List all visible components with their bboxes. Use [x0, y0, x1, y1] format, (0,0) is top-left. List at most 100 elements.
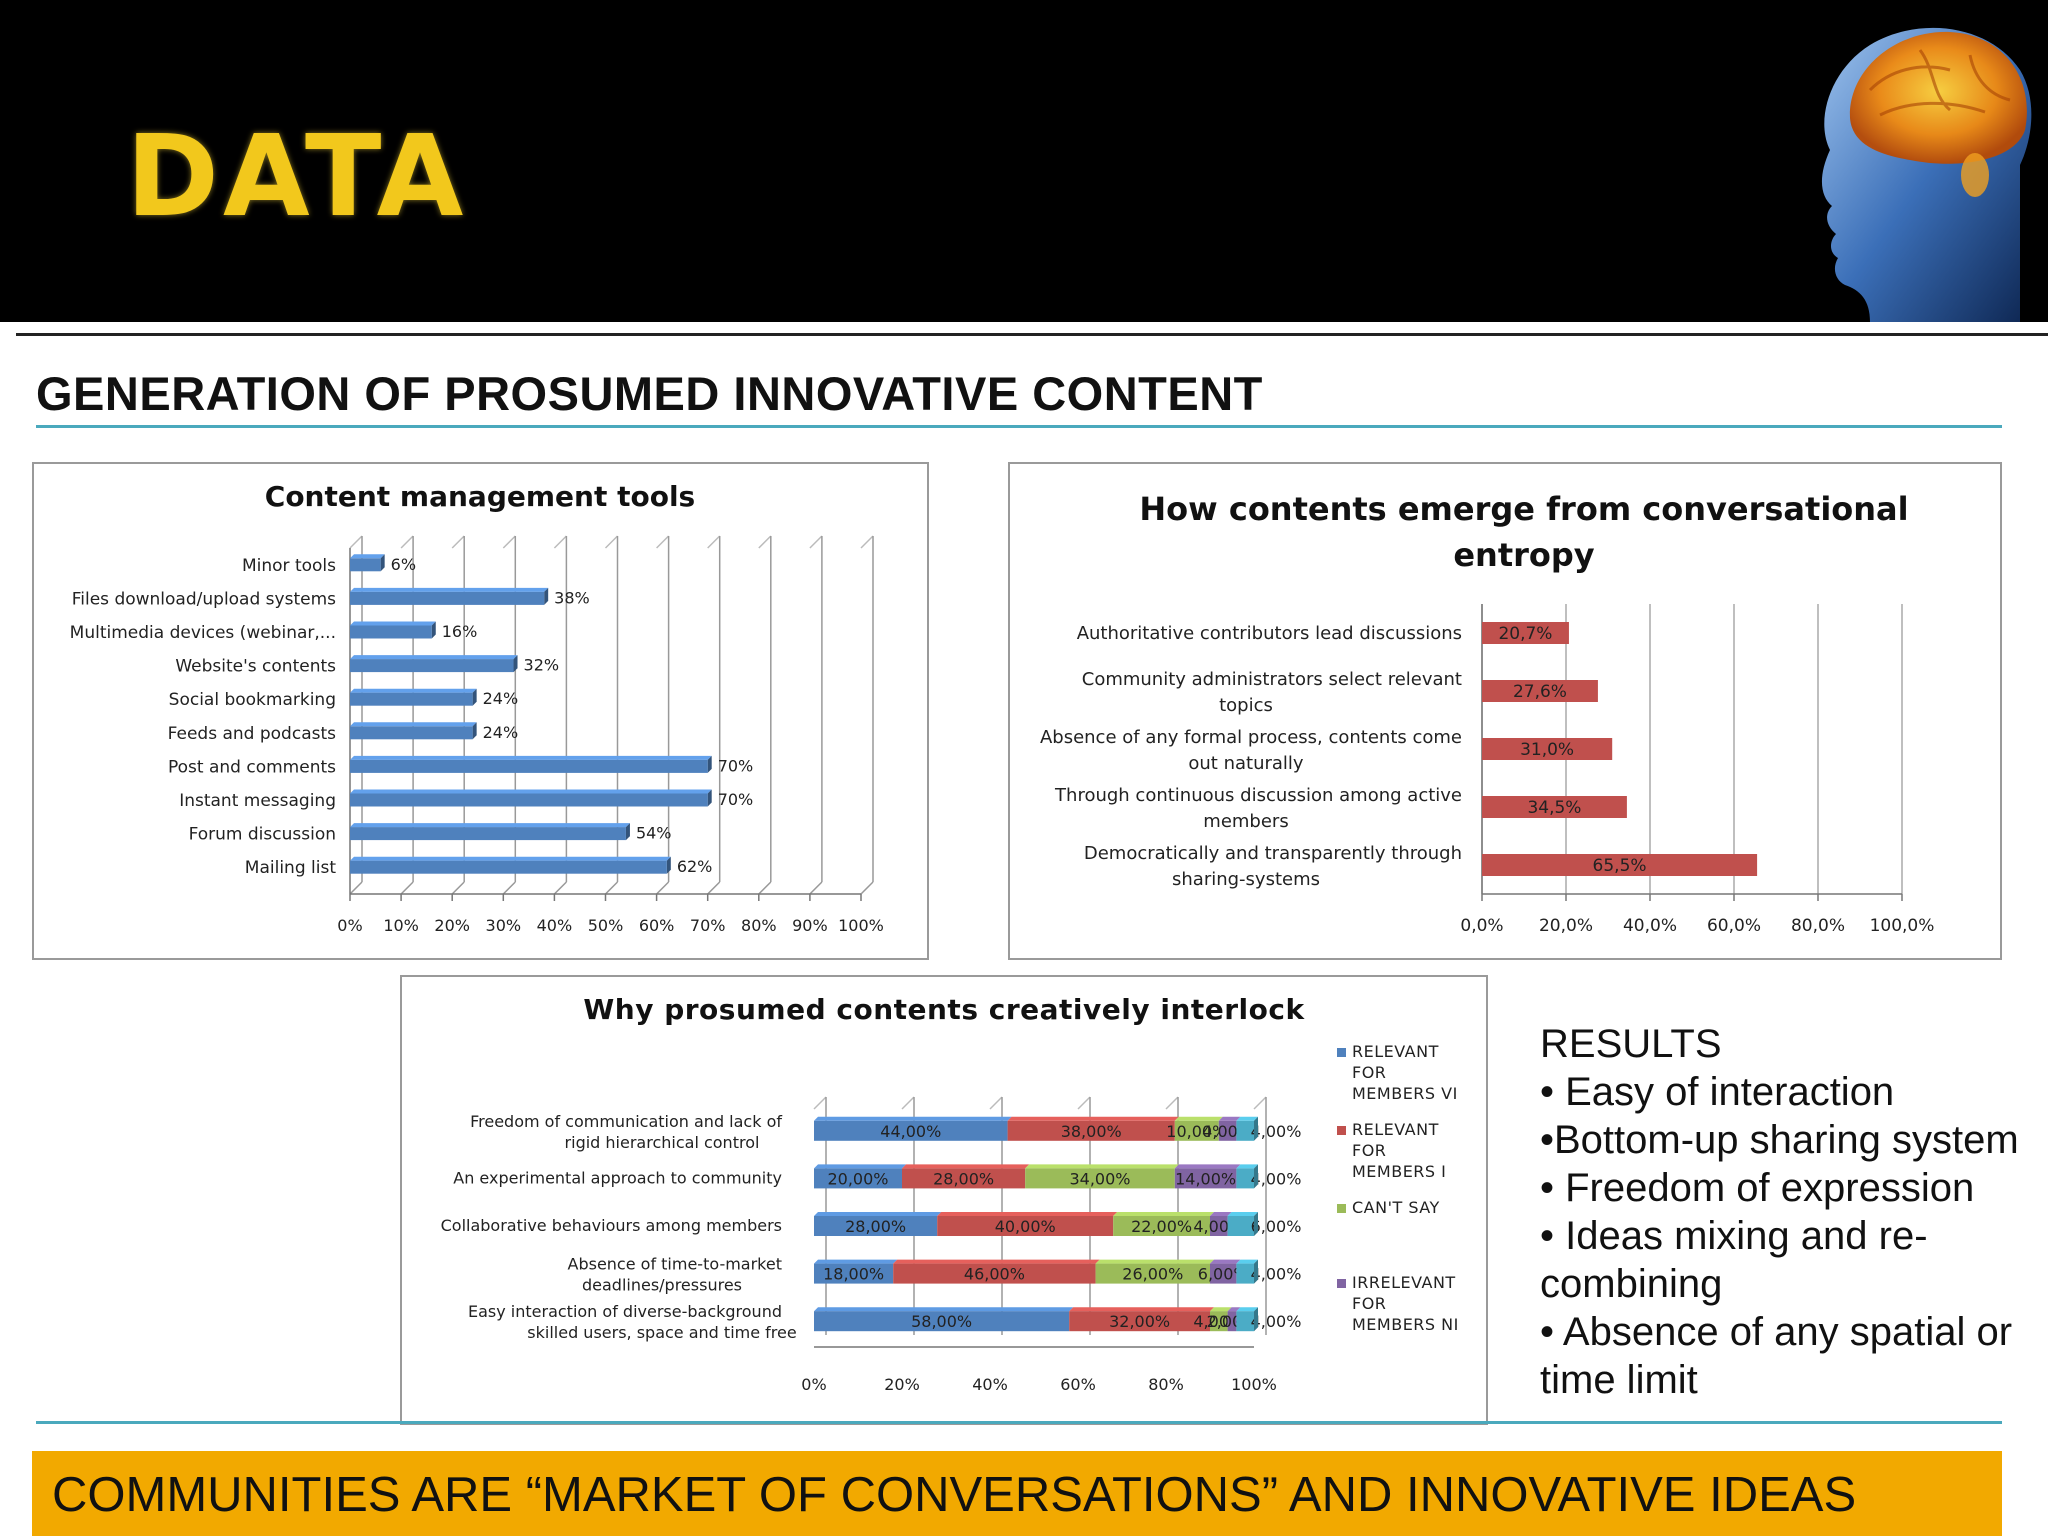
chart3-bar-segment: [1210, 1263, 1237, 1284]
chart3-legend-label: IRRELEVANT FOR MEMBERS NI: [1352, 1273, 1459, 1334]
chart3-segment-top: [893, 1259, 1100, 1264]
chart3-segment-top: [814, 1307, 1074, 1312]
chart3-bar-segment: [1095, 1263, 1210, 1284]
chart3-category-label: Collaborative behaviours among members: [441, 1216, 782, 1235]
chart3-category-label: Freedom of communication and lack of rigi…: [470, 1112, 782, 1152]
chart1-value-label: 54%: [636, 824, 672, 843]
chart1-bar-top: [350, 789, 712, 794]
chart3-bar-segment: [1174, 1168, 1237, 1189]
chart1-bar-side: [513, 655, 518, 673]
chart3-segment-label: 10,00%: [1166, 1122, 1227, 1141]
chart3-segment-label: 14,00%: [1175, 1169, 1236, 1188]
chart1-bar-top: [350, 823, 630, 828]
chart1-category-label: Minor tools: [242, 556, 336, 576]
chart3-legend-swatch: [1337, 1126, 1346, 1135]
chart3-segment-label: 32,00%: [1109, 1312, 1170, 1331]
chart3-segment-top: [1227, 1307, 1241, 1312]
chart1-category-label: Mailing list: [245, 858, 337, 878]
chart1-tick-label: 40%: [537, 916, 573, 935]
chart3-segment-top: [1174, 1116, 1223, 1121]
chart1-bar-side: [666, 856, 671, 874]
chart1-bar-top: [350, 554, 385, 559]
chart3-bar-segment: [814, 1216, 938, 1236]
chart3-bar-segment: [937, 1216, 1114, 1236]
chart1-bar: [350, 726, 473, 740]
chart3-bar-segment: [814, 1168, 902, 1189]
chart1-value-label: 16%: [442, 622, 478, 641]
chart3-bar-segment: [1210, 1216, 1228, 1236]
chart3-segment-label: 4,00%: [1251, 1312, 1302, 1331]
chart3-segment-top: [937, 1212, 1118, 1216]
chart3-segment-label: 4,00%: [1251, 1265, 1302, 1284]
chart3-bar-segment: [1227, 1311, 1237, 1332]
chart1-category-label: Files download/upload systems: [72, 589, 336, 609]
chart2-bar: [1482, 622, 1569, 644]
chart3-bar-segment: [1236, 1311, 1254, 1332]
chart1-gridline-floor: [604, 881, 619, 895]
chart1-gridline-depth: [553, 535, 567, 549]
chart3-legend-label: CAN'T SAY: [1352, 1198, 1440, 1217]
chart2-tick-label: 80,0%: [1791, 916, 1845, 936]
chart3-segment-top: [902, 1164, 1030, 1169]
chart1-gridline-depth: [860, 535, 874, 549]
chart1-bar: [350, 659, 514, 673]
chart1-bar-top: [350, 755, 712, 760]
chart3-bar-segment: [1174, 1120, 1219, 1141]
chart3-tick-label: 80%: [1148, 1375, 1184, 1394]
chart3-segment-top: [1236, 1116, 1258, 1121]
chart1-bar-top: [350, 621, 436, 626]
chart1-gridline-floor: [502, 881, 516, 895]
chart2-category-label: Democratically and transparently through…: [1084, 843, 1462, 890]
chart1-bar-side: [472, 688, 477, 706]
chart1-value-label: 70%: [718, 756, 754, 775]
chart3-segment-top: [1236, 1259, 1258, 1264]
chart1-tick-label: 90%: [792, 916, 828, 935]
results-item: • Ideas mixing and re-combining: [1540, 1214, 1928, 1306]
chart1-bar: [350, 759, 708, 773]
chart3-gridline-depth: [813, 1096, 827, 1110]
chart3-segment-label: 6,00%: [1198, 1265, 1249, 1284]
chart3-category-label: Absence of time-to-market deadlines/press…: [568, 1255, 783, 1295]
chart1-bar-top: [350, 587, 549, 592]
chart3-gridline-depth: [1253, 1096, 1267, 1110]
chart2-category-label: Absence of any formal process, contents …: [1040, 727, 1462, 774]
chart3-tick-label: 100%: [1231, 1375, 1277, 1394]
chart3-bar-segment: [1113, 1216, 1210, 1236]
chart1-gridline-floor: [656, 881, 670, 895]
chart3-segment-label: 26,00%: [1122, 1265, 1183, 1284]
chart3-bar-segment: [814, 1120, 1008, 1141]
chart1-value-label: 32%: [524, 656, 560, 675]
chart1-title: Content management tools: [265, 480, 695, 513]
chart1-category-label: Social bookmarking: [169, 690, 336, 710]
chart3-bar-segment: [902, 1168, 1026, 1189]
chart3-segment-top: [1174, 1164, 1241, 1169]
chart1-tick-label: 100%: [838, 916, 884, 935]
chart3-bar-segment: [1236, 1120, 1254, 1141]
chart1-bar: [350, 860, 667, 874]
chart3-segment-label: 46,00%: [964, 1265, 1025, 1284]
chart1-bar-side: [544, 587, 549, 605]
chart3-tick-label: 20%: [884, 1375, 920, 1394]
chart1-bar-side: [707, 789, 712, 807]
chart1-bar: [350, 793, 708, 807]
chart3-legend-swatch: [1337, 1048, 1346, 1057]
footer-text: COMMUNITIES ARE “MARKET OF CONVERSATIONS…: [52, 1468, 1857, 1522]
chart3-segment-top: [1227, 1212, 1258, 1216]
chart3-segment-top: [1025, 1164, 1179, 1169]
chart1-gridline-depth: [809, 535, 823, 549]
chart1-bar-top: [350, 722, 477, 727]
chart1-tick-label: 0%: [337, 916, 362, 935]
chart2-value-label: 65,5%: [1593, 856, 1647, 876]
chart1-gridline-floor: [758, 881, 772, 895]
chart1-tick-label: 80%: [741, 916, 777, 935]
chart2-category-label: Community administrators select relevant…: [1082, 669, 1462, 716]
chart3-segment-label: 6,00%: [1251, 1217, 1302, 1236]
chart3-tick-label: 60%: [1060, 1375, 1096, 1394]
chart2-category-label: Through continuous discussion among acti…: [1054, 785, 1462, 832]
chart3-category-label: Easy interaction of diverse-background sk…: [468, 1302, 797, 1342]
results-item: • Freedom of expression: [1540, 1166, 1975, 1210]
chart3-bar-segment: [893, 1263, 1096, 1284]
chart2-value-label: 31,0%: [1520, 740, 1574, 760]
chart1-category-label: Website's contents: [175, 657, 336, 677]
chart1-tick-label: 30%: [486, 916, 522, 935]
